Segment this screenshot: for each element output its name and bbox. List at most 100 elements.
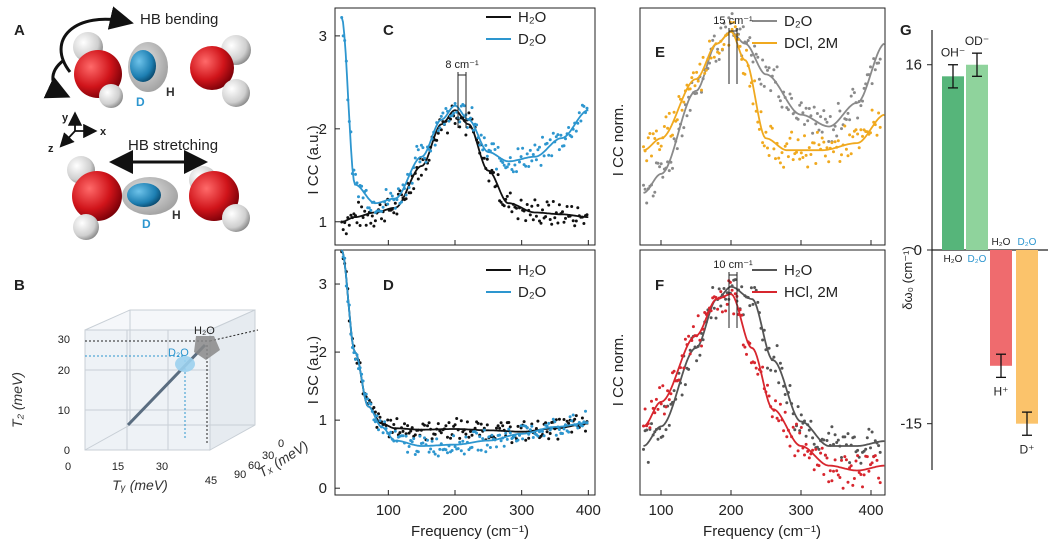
- data-point: [390, 194, 394, 198]
- data-point: [485, 423, 489, 427]
- axis-y-label: y: [62, 112, 69, 124]
- data-point: [643, 187, 647, 191]
- data-point: [505, 437, 509, 441]
- data-point: [406, 424, 410, 428]
- data-point: [357, 200, 360, 204]
- data-point: [658, 148, 662, 152]
- data-point: [672, 369, 676, 373]
- data-point: [398, 189, 402, 193]
- data-point: [848, 466, 852, 470]
- data-point: [375, 414, 379, 418]
- data-point: [531, 436, 535, 439]
- bar: [1016, 250, 1038, 424]
- data-point: [822, 140, 826, 144]
- data-point: [861, 485, 864, 489]
- data-point: [796, 117, 800, 121]
- data-point: [418, 434, 422, 438]
- data-point: [671, 133, 674, 137]
- data-point: [496, 424, 500, 428]
- data-point: [364, 223, 368, 227]
- panel-label-a: A: [14, 22, 25, 39]
- data-point: [798, 103, 802, 107]
- y-tick-label: 2: [319, 121, 327, 138]
- data-point: [877, 476, 881, 480]
- data-point: [799, 413, 803, 417]
- data-point: [429, 149, 433, 153]
- data-point: [439, 114, 443, 118]
- data-point: [700, 344, 703, 348]
- data-point: [745, 48, 748, 52]
- data-point: [785, 142, 789, 146]
- chart-panel-c: 1 2 3 H₂O D₂O 8 cm⁻¹ I CC (a.u.): [305, 7, 596, 246]
- data-point: [508, 191, 512, 195]
- data-point: [840, 127, 843, 131]
- data-point: [754, 366, 758, 370]
- data-point: [849, 464, 853, 468]
- data-point: [656, 407, 660, 411]
- data-point: [438, 126, 442, 130]
- bar: [942, 76, 964, 250]
- data-point: [646, 136, 650, 140]
- data-point: [369, 221, 373, 225]
- data-point: [439, 431, 443, 435]
- data-point: [764, 130, 768, 134]
- data-point: [790, 130, 794, 134]
- data-point: [761, 365, 765, 369]
- data-point: [484, 450, 488, 454]
- data-point: [817, 128, 821, 132]
- data-point: [685, 114, 689, 118]
- data-point: [667, 398, 671, 402]
- data-point: [548, 432, 552, 435]
- data-point: [501, 424, 505, 428]
- data-point: [811, 436, 815, 440]
- data-point: [571, 413, 575, 417]
- data-point: [498, 426, 502, 430]
- data-point: [740, 285, 744, 289]
- data-point: [436, 131, 440, 135]
- data-point: [401, 429, 405, 433]
- data-point: [495, 167, 498, 171]
- data-point: [856, 116, 860, 120]
- data-point: [878, 57, 882, 61]
- data-point: [786, 155, 790, 159]
- data-point: [528, 428, 532, 432]
- data-point: [830, 141, 834, 145]
- data-point: [381, 431, 385, 435]
- data-point: [757, 127, 761, 131]
- data-point: [564, 216, 567, 220]
- data-point: [851, 483, 855, 487]
- data-point: [469, 116, 472, 120]
- data-point: [381, 205, 385, 209]
- data-point: [377, 412, 380, 416]
- data-point: [465, 126, 469, 129]
- data-point: [389, 430, 393, 434]
- data-point: [375, 425, 379, 429]
- b-h2o-label: H₂O: [194, 325, 215, 337]
- data-point: [711, 38, 715, 42]
- y-tick-label: 0: [319, 480, 327, 497]
- data-point: [539, 221, 543, 225]
- data-point: [393, 201, 397, 205]
- data-point: [659, 162, 663, 166]
- data-point: [764, 65, 768, 69]
- data-point: [430, 437, 434, 441]
- legend-label: D₂O: [518, 284, 546, 301]
- data-point: [502, 163, 506, 167]
- data-point: [662, 125, 666, 128]
- data-point: [548, 138, 552, 142]
- data-point: [856, 448, 860, 452]
- x-tick-label: 300: [788, 502, 813, 519]
- data-point: [698, 62, 702, 66]
- data-point: [666, 126, 670, 130]
- data-point: [433, 432, 437, 436]
- data-point: [426, 438, 429, 442]
- data-point: [413, 453, 417, 456]
- data-point: [369, 402, 373, 406]
- data-point: [551, 131, 555, 135]
- chart-panel-g: 16 0 -15 δω₀ (cm⁻¹) OH⁻ H₂O OD⁻ D₂O H⁺ H₂O D⁺ D₂O: [900, 30, 1048, 470]
- data-point: [667, 169, 671, 173]
- h-label-bottom: H: [172, 208, 181, 222]
- data-point: [550, 154, 554, 158]
- data-point: [743, 345, 747, 349]
- legend-label: H₂O: [518, 262, 546, 279]
